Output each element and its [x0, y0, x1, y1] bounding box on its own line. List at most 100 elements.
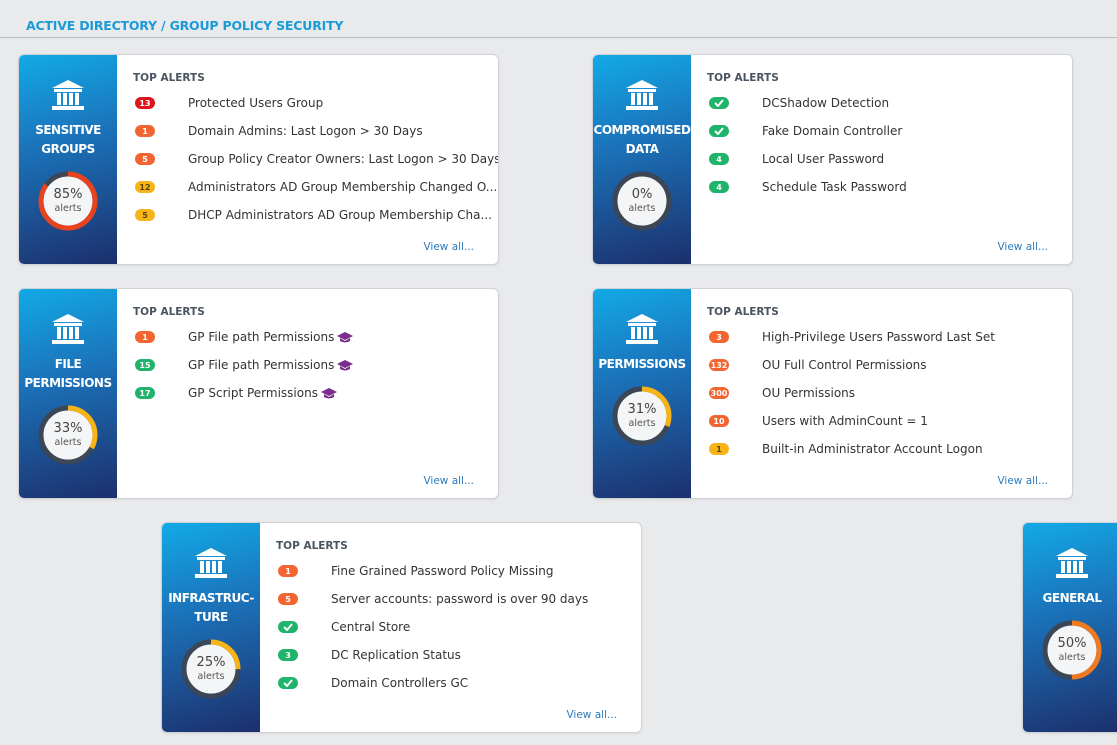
alert-label: GP File path Permissions	[188, 358, 335, 372]
alert-badge: 132	[709, 359, 729, 371]
training-icon	[320, 387, 337, 398]
card-panel: GENERAL 50% alerts	[1023, 523, 1117, 732]
view-all-link[interactable]: View all...	[997, 241, 1048, 253]
icon-base	[1056, 574, 1088, 578]
gauge-ring	[38, 405, 98, 465]
training-icon	[337, 359, 354, 370]
alert-text: DCShadow Detection	[762, 96, 889, 110]
gauge-label: 85%	[53, 187, 83, 202]
alert-badge: 4	[709, 181, 729, 193]
view-all-link[interactable]: View all...	[423, 241, 474, 253]
gauge-arc	[38, 171, 98, 231]
gauge: 31% alerts	[610, 384, 674, 448]
alert-row: Domain Controllers GC	[278, 673, 468, 693]
gauge-label: 31%	[627, 402, 657, 417]
alert-text: Fine Grained Password Policy Missing	[331, 564, 553, 578]
check-icon	[714, 99, 724, 107]
icon-column	[206, 561, 210, 573]
card-name-line: PERMISSIONS	[598, 357, 686, 371]
section-title: TOP ALERTS	[133, 306, 205, 318]
check-stroke	[714, 127, 724, 135]
view-all-link[interactable]: View all...	[423, 475, 474, 487]
alert-label: OU Permissions	[762, 386, 856, 400]
icon-column	[63, 327, 67, 339]
alert-text: GP File path Permissions	[188, 358, 354, 372]
alert-badge	[278, 621, 298, 633]
card-panel: PERMISSIONS 31% alerts	[593, 289, 691, 498]
alert-text: Local User Password	[762, 152, 884, 166]
check-stroke	[283, 679, 293, 687]
alert-label: Schedule Task Password	[762, 180, 907, 194]
view-all-link[interactable]: View all...	[997, 475, 1048, 487]
gauge-ring	[1042, 620, 1102, 680]
alert-label: DC Replication Status	[331, 648, 461, 662]
alert-label: GP File path Permissions	[188, 330, 335, 344]
bank-icon	[195, 548, 227, 578]
icon-beam	[54, 323, 82, 326]
card-name-line: DATA	[625, 142, 659, 156]
card-name-line: COMPROMISED	[593, 123, 691, 137]
alert-label: Central Store	[331, 620, 411, 634]
card-name-line: PERMISSIONS	[24, 376, 112, 390]
alert-row: Fake Domain Controller	[709, 121, 902, 141]
alert-badge: 5	[135, 153, 155, 165]
icon-roof	[52, 80, 84, 88]
icon-base	[52, 106, 84, 110]
card-panel: COMPROMISED DATA 0% alerts	[593, 55, 691, 264]
icon-column	[63, 93, 67, 105]
cap-top	[337, 359, 354, 368]
icon-base	[626, 340, 658, 344]
card-name-line: FILE	[54, 357, 82, 371]
alert-card: INFRASTRUC- TURE 25% alerts TOP ALERTS 1 Fine …	[161, 522, 642, 733]
card-panel: SENSITIVE GROUPS 85% alerts	[19, 55, 117, 264]
icon-column	[1067, 561, 1071, 573]
alert-label: Group Policy Creator Owners: Last Logon …	[188, 152, 499, 166]
alert-badge: 1	[709, 443, 729, 455]
alert-badge: 4	[709, 153, 729, 165]
icon-roof	[1056, 548, 1088, 556]
alert-text: GP Script Permissions	[188, 386, 337, 400]
icon-column	[643, 93, 647, 105]
icon-column	[69, 327, 73, 339]
icon-column	[643, 327, 647, 339]
gauge: 33% alerts	[36, 403, 100, 467]
alert-label: GP Script Permissions	[188, 386, 318, 400]
alert-badge: 10	[709, 415, 729, 427]
gauge: 25% alerts	[179, 637, 243, 701]
view-all-link[interactable]: View all...	[566, 709, 617, 721]
alert-label: Administrators AD Group Membership Chang…	[188, 180, 498, 194]
card-name: INFRASTRUC- TURE	[168, 589, 254, 627]
icon-column	[212, 561, 216, 573]
gauge: 85% alerts	[36, 169, 100, 233]
alert-row: 1 Fine Grained Password Policy Missing	[278, 561, 553, 581]
gauge-arc	[1042, 620, 1102, 680]
card-name: PERMISSIONS	[598, 355, 686, 374]
header-rule	[0, 37, 1117, 38]
check-stroke	[714, 99, 724, 107]
alert-badge: 13	[135, 97, 155, 109]
alert-text: Domain Admins: Last Logon > 30 Days	[188, 124, 423, 138]
alert-label: Users with AdminCount = 1	[762, 414, 928, 428]
alert-card: COMPROMISED DATA 0% alerts TOP ALERTS DCShado…	[592, 54, 1073, 265]
gauge-caption: alerts	[1058, 652, 1086, 663]
icon-roof	[626, 314, 658, 322]
icon-column	[57, 327, 61, 339]
alert-row: 132 OU Full Control Permissions	[709, 355, 927, 375]
icon-base	[195, 574, 227, 578]
alert-label: Domain Admins: Last Logon > 30 Days	[188, 124, 423, 138]
alert-row: 5 DHCP Administrators AD Group Membership…	[135, 205, 492, 225]
gauge-track	[612, 171, 672, 231]
icon-roof	[626, 80, 658, 88]
icon-column	[637, 93, 641, 105]
alert-badge: 3	[709, 331, 729, 343]
alert-text: GP File path Permissions	[188, 330, 354, 344]
icon-beam	[1058, 557, 1086, 560]
alert-label: OU Full Control Permissions	[762, 358, 927, 372]
alert-label: DCShadow Detection	[762, 96, 890, 110]
alert-badge: 17	[135, 387, 155, 399]
gauge: 0% alerts	[610, 169, 674, 233]
alert-badge	[709, 125, 729, 137]
bank-icon	[52, 314, 84, 344]
card-name: SENSITIVE GROUPS	[35, 121, 101, 159]
